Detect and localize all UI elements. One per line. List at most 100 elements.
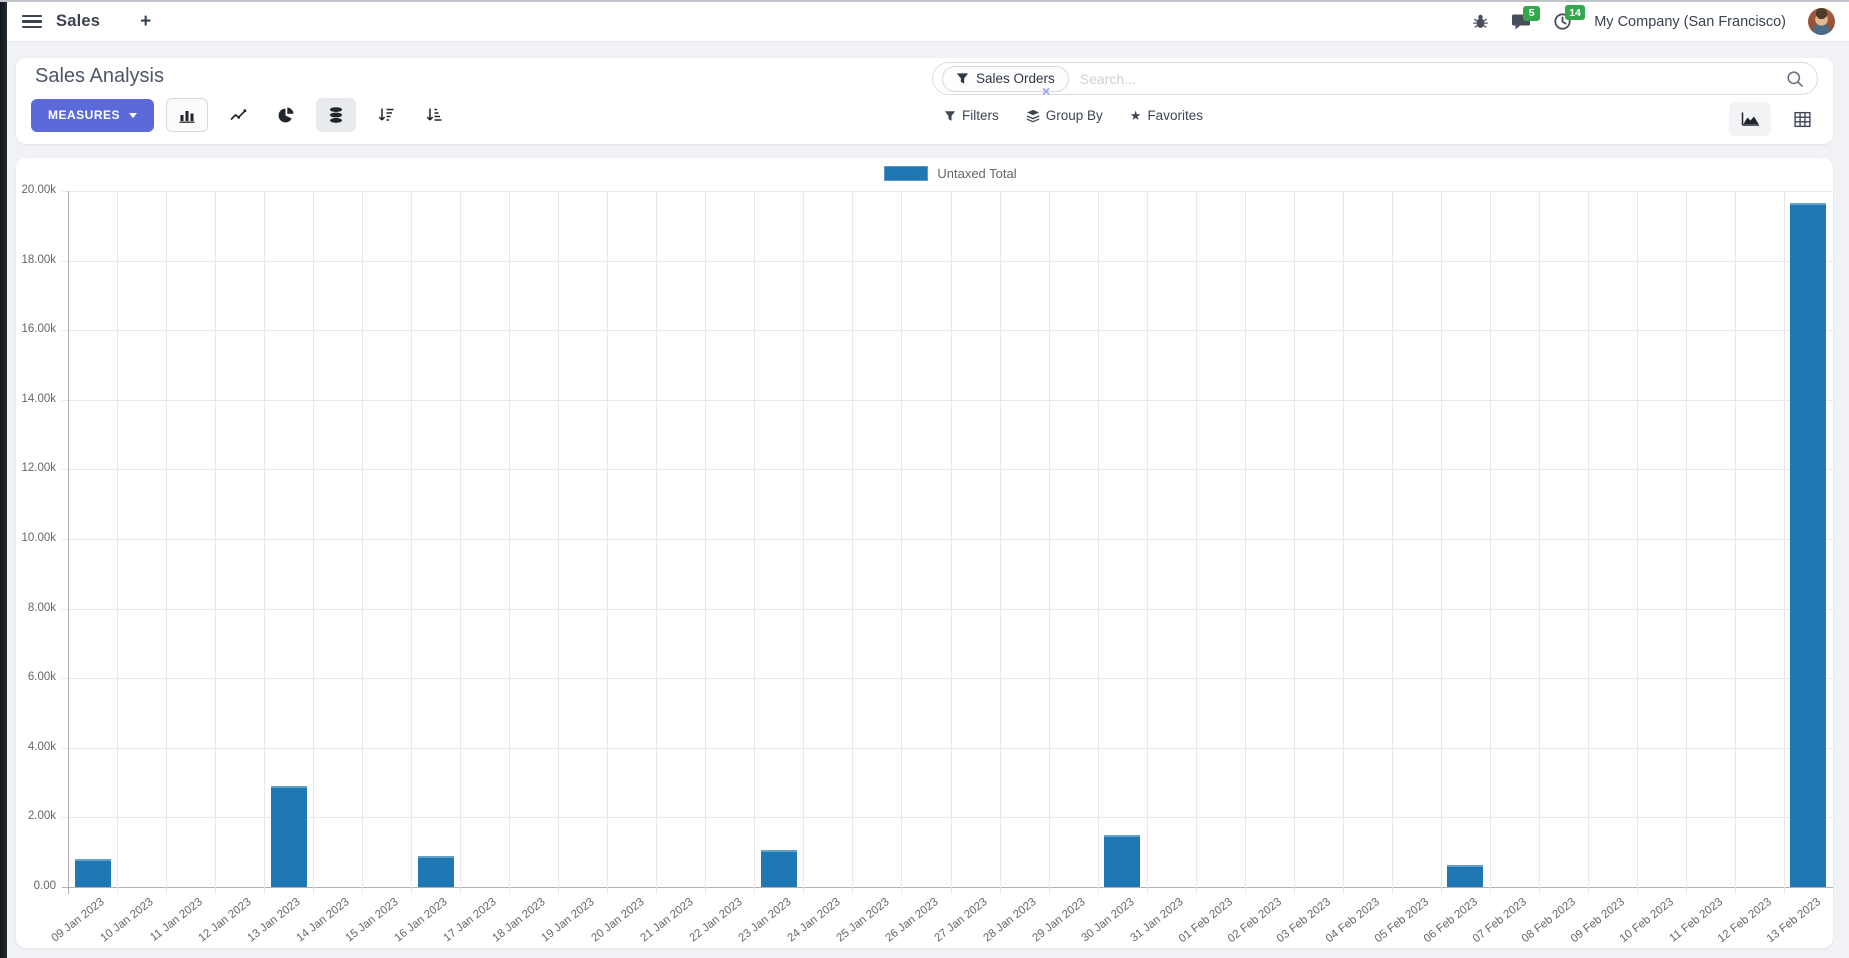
x-gridline	[411, 191, 413, 894]
x-tick-label: 21 Jan 2023	[637, 896, 696, 945]
debug-bug-icon[interactable]	[1472, 13, 1489, 30]
group-by-button[interactable]: Group By	[1026, 108, 1103, 123]
y-tick-label: 20.00k	[21, 184, 56, 196]
x-gridline	[1489, 191, 1491, 894]
y-tick-label: 12.00k	[21, 462, 56, 475]
favorites-label: Favorites	[1147, 108, 1203, 123]
sort-descending-button[interactable]	[368, 98, 404, 132]
x-tick-label: 09 Feb 2023	[1568, 896, 1627, 946]
x-gridline	[166, 191, 168, 894]
bar[interactable]	[760, 850, 797, 887]
new-tab-button[interactable]: +	[140, 11, 152, 32]
x-tick-label: 30 Jan 2023	[1079, 896, 1137, 945]
x-tick-label: 11 Jan 2023	[148, 896, 205, 944]
x-tick-label: 26 Jan 2023	[883, 896, 941, 945]
bar-chart-icon	[179, 111, 195, 123]
x-tick-label: 08 Feb 2023	[1519, 896, 1578, 946]
x-tick-label: 16 Jan 2023	[392, 896, 451, 945]
search-facet-sales-orders[interactable]: Sales Orders	[942, 65, 1069, 92]
search-input[interactable]: Search...	[1079, 70, 1136, 87]
x-gridline	[1685, 191, 1687, 894]
x-tick-label: 01 Feb 2023	[1176, 896, 1235, 946]
bar-chart-mode-button[interactable]	[166, 98, 209, 132]
x-gridline	[705, 191, 707, 894]
favorites-button[interactable]: ★ Favorites	[1130, 108, 1203, 123]
x-gridline	[1146, 191, 1148, 894]
bar[interactable]	[270, 786, 307, 887]
x-tick-label: 20 Jan 2023	[588, 896, 647, 945]
chart-legend-item[interactable]: Untaxed Total	[68, 166, 1833, 181]
facet-remove-button[interactable]: ×	[1042, 83, 1051, 99]
filters-label: Filters	[962, 108, 999, 123]
bar[interactable]	[74, 859, 111, 887]
x-tick-label: 10 Feb 2023	[1617, 896, 1676, 946]
bar[interactable]	[1104, 834, 1141, 887]
filters-button[interactable]: Filters	[944, 108, 999, 123]
x-gridline	[1587, 191, 1589, 894]
x-gridline	[1293, 191, 1295, 894]
x-tick-label: 27 Jan 2023	[932, 896, 990, 945]
activities-count-badge: 14	[1565, 5, 1585, 20]
window-top-edge	[0, 0, 1849, 2]
y-tick-label: 0.00	[33, 880, 56, 892]
x-gridline	[803, 191, 805, 894]
y-tick-label: 16.00k	[21, 323, 56, 336]
filter-funnel-icon	[944, 110, 956, 121]
x-tick-label: 10 Jan 2023	[98, 896, 156, 945]
search-options-row: Filters Group By ★ Favorites	[944, 108, 1203, 123]
y-tick-label: 14.00k	[21, 392, 56, 405]
user-avatar[interactable]	[1808, 8, 1835, 35]
search-bar[interactable]: Sales Orders Search...	[932, 62, 1818, 95]
x-gridline	[362, 191, 364, 894]
x-gridline	[1391, 191, 1393, 894]
company-switcher[interactable]: My Company (San Francisco)	[1594, 13, 1786, 30]
y-gridline	[62, 330, 1833, 332]
group-by-label: Group By	[1045, 108, 1103, 123]
x-gridline	[1342, 191, 1344, 894]
x-tick-label: 25 Jan 2023	[834, 896, 892, 945]
bug-icon	[1473, 14, 1488, 28]
app-name-sales[interactable]: Sales	[56, 12, 101, 30]
apps-menu-icon[interactable]	[22, 14, 42, 29]
legend-color-swatch	[884, 166, 929, 181]
x-gridline	[1195, 191, 1197, 894]
x-tick-label: 07 Feb 2023	[1470, 896, 1529, 946]
y-tick-label: 6.00k	[27, 671, 56, 684]
bar[interactable]	[1790, 203, 1827, 887]
measures-button[interactable]: MEASURES	[31, 98, 155, 132]
sort-ascending-button[interactable]	[416, 98, 452, 132]
y-gridline	[62, 817, 1833, 819]
line-chart-mode-button[interactable]	[220, 98, 256, 132]
activities-systray-button[interactable]: 14	[1553, 5, 1585, 31]
systray: 5 14 My Company (San Francisco)	[1472, 5, 1835, 35]
pivot-grid-icon	[1793, 111, 1811, 127]
x-tick-label: 13 Feb 2023	[1764, 896, 1823, 946]
messages-count-badge: 5	[1523, 5, 1541, 21]
x-gridline	[999, 191, 1001, 894]
y-gridline	[62, 539, 1833, 540]
graph-view-button[interactable]	[1729, 102, 1771, 136]
bar[interactable]	[1447, 865, 1484, 887]
stacked-toggle-button[interactable]	[316, 98, 357, 132]
layers-icon	[1026, 109, 1040, 122]
pivot-view-button[interactable]	[1781, 102, 1823, 136]
line-chart-icon	[229, 109, 246, 121]
measures-label: MEASURES	[48, 108, 121, 122]
bar-chart-plot: 20.00k 18.00k 16.00k 14.00k 12.00k 10.00k 8.00…	[21, 184, 1834, 945]
x-tick-label: 15 Jan 2023	[343, 896, 402, 945]
pie-chart-icon	[278, 107, 294, 123]
pie-chart-mode-button[interactable]	[268, 98, 304, 132]
y-gridline	[62, 887, 1833, 888]
view-switcher	[1729, 102, 1823, 136]
search-icon[interactable]	[1786, 70, 1804, 88]
clock-icon	[1554, 13, 1571, 30]
x-tick-label: 17 Jan 2023	[441, 896, 500, 945]
graph-toolbar: MEASURES	[31, 98, 452, 132]
messages-systray-button[interactable]: 5	[1511, 5, 1541, 31]
bar[interactable]	[417, 855, 454, 887]
x-gridline	[264, 191, 266, 894]
x-gridline	[1048, 191, 1050, 894]
legend-label: Untaxed Total	[937, 166, 1017, 181]
x-tick-label: 28 Jan 2023	[981, 896, 1039, 945]
x-gridline	[509, 191, 511, 894]
